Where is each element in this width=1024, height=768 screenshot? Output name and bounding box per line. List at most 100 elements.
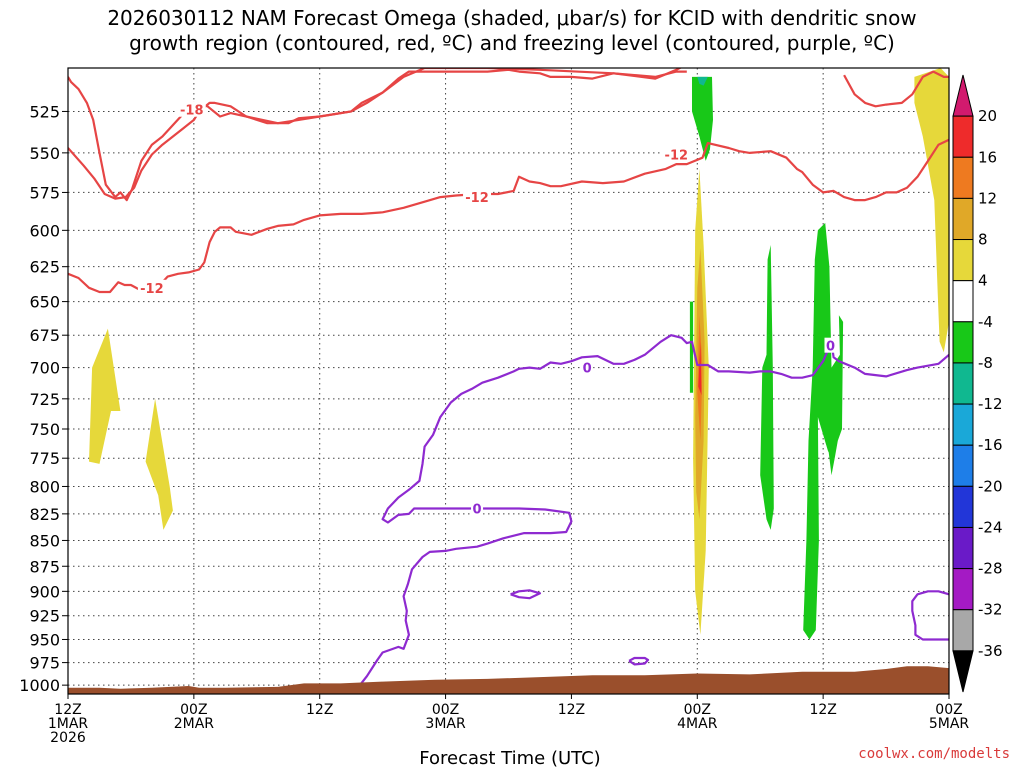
dgz-contour--18: [68, 68, 687, 202]
colorbar: 20 16 12 8 4 -4 -8 -12 -16 -20 -24 -28 -32 -36: [952, 74, 1003, 693]
contour-label: -18: [180, 104, 204, 119]
terrain-surface: [68, 666, 949, 694]
y-tick-label: 1000: [19, 676, 60, 695]
freezing-level-contour: [355, 334, 949, 691]
freezing-level-contour: [510, 589, 542, 600]
colorbar-label: -28: [978, 560, 1003, 578]
contour-label-bg: [824, 337, 837, 353]
omega-plus-4-early-b: [145, 398, 173, 530]
y-tick-label: 875: [29, 557, 60, 576]
contour-label-bg: [463, 189, 492, 205]
y-tick-label: 625: [29, 258, 60, 277]
freezing-level-contour: [911, 590, 949, 641]
dgz-contour--12: [68, 68, 683, 200]
temperature-contours: [68, 68, 949, 691]
colorbar-label: 20: [978, 107, 997, 125]
y-tick-label: 775: [29, 449, 60, 468]
contour-label-bg: [581, 359, 594, 375]
y-tick-label: 575: [29, 183, 60, 202]
plot-frame: [67, 67, 950, 695]
y-tick-label: 975: [29, 654, 60, 673]
chart-title-line-2: growth region (contoured, red, ºC) and f…: [129, 31, 895, 55]
x-tick-label: 4MAR: [677, 716, 718, 732]
colorbar-top-arrow: [952, 74, 974, 117]
freezing-level-contour: [628, 656, 650, 666]
dgz-contour--18: [843, 70, 949, 108]
contour-label-bg: [177, 101, 206, 117]
contour-label-bg: [137, 279, 166, 295]
colorbar-band: [952, 444, 974, 487]
colorbar-band: [952, 609, 974, 652]
chart-title-line-1: 2026030112 NAM Forecast Omega (shaded, μ…: [107, 6, 916, 30]
omega-minus-4-upper: [692, 76, 713, 161]
y-tick-label: 950: [29, 630, 60, 649]
dgz-contour--12: [68, 138, 949, 294]
contour-label: 0: [583, 362, 592, 377]
colorbar-band: [952, 239, 974, 282]
x-tick-label: 2MAR: [174, 716, 215, 732]
colorbar-label: -20: [978, 477, 1003, 495]
y-tick-label: 825: [29, 505, 60, 524]
omega-shading: [89, 68, 949, 640]
omega-plus-16-main: [698, 341, 702, 396]
grid-lines: [68, 68, 949, 694]
colorbar-band: [952, 197, 974, 241]
x-tick-label: 12Z: [809, 702, 836, 718]
y-tick-label: 675: [29, 326, 60, 345]
colorbar-bottom-arrow: [952, 650, 974, 693]
contour-label: -12: [140, 282, 164, 297]
colorbar-label: 4: [978, 272, 988, 290]
colorbar-label: -4: [978, 313, 993, 331]
x-tick-label: 00Z: [684, 702, 711, 718]
y-tick-label: 750: [29, 420, 60, 439]
x-tick-label: 5MAR: [929, 716, 970, 732]
y-tick-label: 700: [29, 359, 60, 378]
colorbar-band: [952, 526, 974, 570]
contour-label: -12: [665, 148, 689, 163]
colorbar-band: [952, 485, 974, 528]
omega-plus-4-early-a: [89, 328, 121, 464]
credit-text: coolwx.com/modelts: [858, 746, 1010, 762]
y-axis-ticks: 525 550 575 600 625 650 675 700 725 750 775 800 825 8…: [19, 102, 68, 695]
y-tick-label: 725: [29, 390, 60, 409]
omega-minus-8-upper: [697, 76, 708, 86]
x-tick-label: 12Z: [306, 702, 333, 718]
x-tick-label: 1MAR: [48, 716, 89, 732]
contour-label-bg: [662, 146, 691, 162]
x-tick-label: 2026: [50, 730, 86, 746]
x-tick-label: 3MAR: [425, 716, 466, 732]
contour-label-bg: [471, 500, 484, 516]
y-tick-label: 600: [29, 221, 60, 240]
omega-minus-4-stem: [689, 301, 694, 393]
x-tick-label: 00Z: [935, 702, 962, 718]
colorbar-label: -12: [978, 395, 1003, 413]
x-axis-label: Forecast Time (UTC): [419, 748, 600, 768]
colorbar-band: [952, 568, 974, 611]
contour-label: 0: [473, 502, 482, 517]
colorbar-label: -8: [978, 354, 993, 372]
y-tick-label: 850: [29, 531, 60, 550]
omega-minus-4-b3: [827, 315, 844, 476]
colorbar-band: [952, 321, 974, 364]
colorbar-label: 8: [978, 231, 988, 249]
omega-plus-4-late: [914, 68, 949, 353]
colorbar-band: [952, 362, 974, 405]
y-tick-label: 550: [29, 144, 60, 163]
colorbar-band: [952, 115, 974, 158]
colorbar-label: -24: [978, 518, 1003, 536]
contour-labels: -18 -12 -12 -12 0 0 0: [137, 101, 837, 517]
terrain-layer: [68, 666, 949, 694]
omega-minus-4-b2: [803, 222, 834, 640]
colorbar-label: -16: [978, 436, 1003, 454]
colorbar-label: -36: [978, 642, 1003, 660]
x-tick-label: 00Z: [432, 702, 459, 718]
y-tick-label: 525: [29, 102, 60, 121]
y-tick-label: 900: [29, 582, 60, 601]
colorbar-band: [952, 403, 974, 446]
x-tick-label: 12Z: [54, 702, 81, 718]
colorbar-band: [952, 156, 974, 199]
contour-label: -12: [465, 191, 489, 206]
x-tick-label: 12Z: [558, 702, 585, 718]
